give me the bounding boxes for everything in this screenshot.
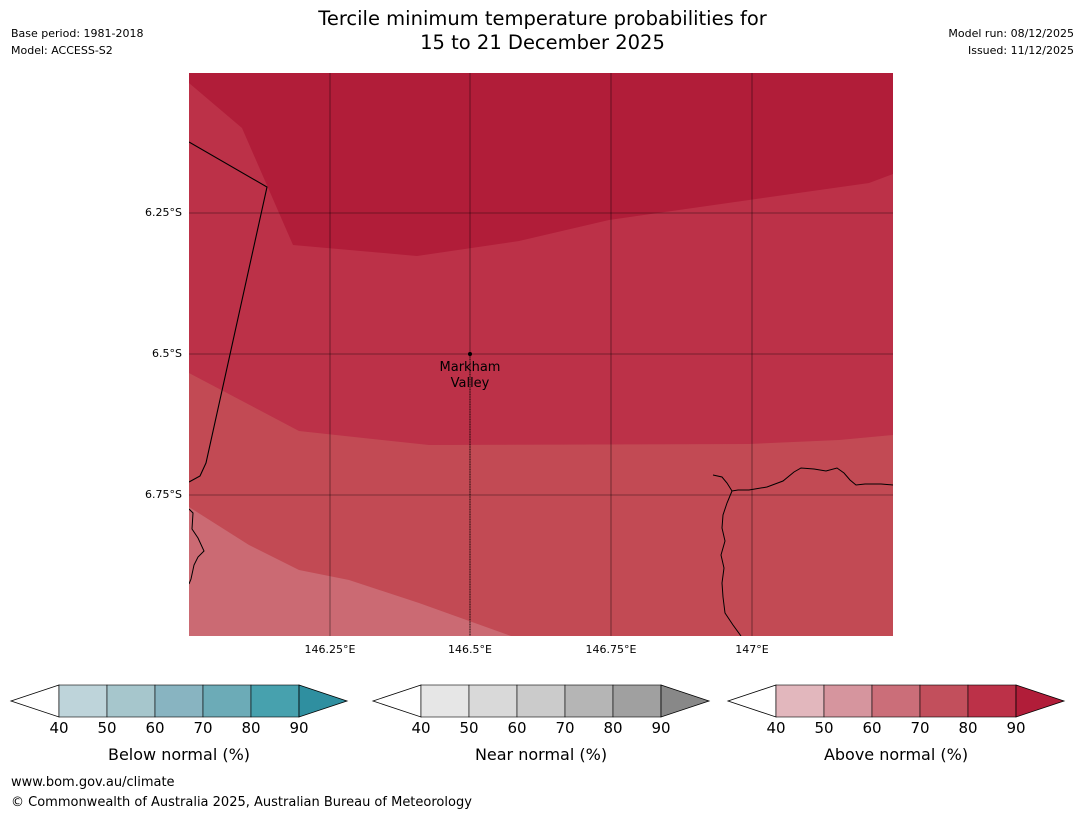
- location-name-line-2: Valley: [450, 376, 490, 391]
- colorbar-near-normal: [371, 684, 711, 718]
- colorbar-title-near: Near normal (%): [474, 745, 608, 764]
- model-run: Model run: 08/12/2025: [948, 27, 1074, 40]
- lat-label: 6.75°S: [145, 488, 182, 501]
- tick-label: 60: [862, 719, 882, 737]
- lon-label: 147°E: [735, 643, 769, 656]
- colorbar-segment: [516, 684, 566, 718]
- zone-above-90: [189, 73, 893, 256]
- tick-label: 40: [49, 719, 69, 737]
- colorbar-segment: [420, 684, 470, 718]
- colorbar-segment: [823, 684, 873, 718]
- base-period: Base period: 1981-2018: [11, 27, 144, 40]
- tick-label: 70: [910, 719, 930, 737]
- colorbar-segment: [250, 684, 300, 718]
- meta-left: Base period: 1981-2018 Model: ACCESS-S2: [11, 25, 143, 59]
- colorbar-over-triangle: [1015, 684, 1066, 718]
- colorbar-under-triangle: [726, 684, 777, 718]
- colorbar-over-triangle: [298, 684, 349, 718]
- tick-label: 50: [459, 719, 479, 737]
- colorbar-segment: [612, 684, 662, 718]
- colorbar-segment: [871, 684, 921, 718]
- colorbar-under-triangle: [9, 684, 60, 718]
- colorbar-title-below: Below normal (%): [107, 745, 251, 764]
- tick-label: 40: [411, 719, 431, 737]
- model-name: Model: ACCESS-S2: [11, 44, 113, 57]
- location-marker: [468, 352, 472, 356]
- location-label: Markham Valley: [425, 360, 515, 392]
- colorbar-over-triangle: [660, 684, 711, 718]
- tick-label: 70: [193, 719, 213, 737]
- title-line-2: 15 to 21 December 2025: [420, 31, 665, 54]
- colorbar-segment: [468, 684, 518, 718]
- probability-map: [189, 73, 893, 636]
- meta-right: Model run: 08/12/2025 Issued: 11/12/2025: [948, 25, 1074, 59]
- colorbars: [9, 684, 1066, 718]
- title-line-1: Tercile minimum temperature probabilitie…: [318, 7, 767, 30]
- footer-url[interactable]: www.bom.gov.au/climate: [11, 775, 175, 790]
- colorbar-segment: [58, 684, 108, 718]
- colorbar-below-normal: [9, 684, 349, 718]
- province-border: [189, 141, 268, 483]
- tick-label: 90: [1006, 719, 1026, 737]
- tick-label: 70: [555, 719, 575, 737]
- issued-date: Issued: 11/12/2025: [967, 44, 1074, 57]
- colorbar-title-above: Above normal (%): [823, 745, 969, 764]
- tick-label: 80: [241, 719, 261, 737]
- tick-label: 50: [814, 719, 834, 737]
- tick-label: 40: [766, 719, 786, 737]
- lat-label: 6.5°S: [152, 347, 182, 360]
- chart-title: Tercile minimum temperature probabilitie…: [0, 7, 1085, 55]
- lat-label: 6.25°S: [145, 206, 182, 219]
- river-line: [720, 490, 742, 636]
- tick-label: 80: [603, 719, 623, 737]
- lon-label: 146.75°E: [585, 643, 637, 656]
- tick-label: 60: [507, 719, 527, 737]
- tick-label: 80: [958, 719, 978, 737]
- colorbar-segment: [775, 684, 825, 718]
- tick-label: 50: [97, 719, 117, 737]
- footer-copyright: © Commonwealth of Australia 2025, Austra…: [11, 795, 472, 810]
- western-coastline: [189, 508, 205, 585]
- location-name-line-1: Markham: [439, 360, 501, 375]
- lon-label: 146.25°E: [304, 643, 356, 656]
- colorbar-segment: [919, 684, 969, 718]
- colorbar-segment: [154, 684, 204, 718]
- tick-label: 60: [145, 719, 165, 737]
- tick-label: 90: [651, 719, 671, 737]
- lon-label: 146.5°E: [448, 643, 492, 656]
- colorbar-segment: [967, 684, 1017, 718]
- colorbar-above-normal: [726, 684, 1066, 718]
- tick-label: 90: [289, 719, 309, 737]
- colorbar-segment: [106, 684, 156, 718]
- colorbar-segment: [202, 684, 252, 718]
- colorbar-segment: [564, 684, 614, 718]
- colorbar-under-triangle: [371, 684, 422, 718]
